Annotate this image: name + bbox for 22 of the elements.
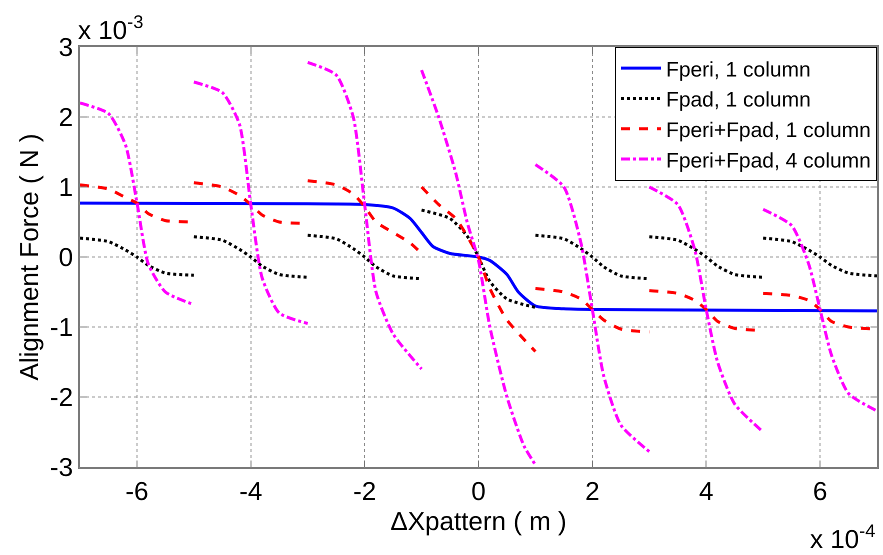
text: x 10$^{-4}$	[810, 521, 876, 554]
x-tick-label: -2	[353, 476, 376, 506]
y-tick-label: -3	[50, 452, 74, 482]
x-tick-label: 6	[812, 476, 828, 506]
legend-label: Fperi+Fpad, 4 column	[666, 149, 871, 172]
x-tick-label: 0	[471, 476, 486, 506]
y-tick-label: -1	[50, 312, 74, 342]
x-tick-label: 4	[698, 476, 714, 506]
text: x 10$^{-3}$	[78, 12, 144, 45]
y-tick-label: 2	[58, 102, 74, 132]
y-axis-title: Alignment Force ( N )	[14, 133, 44, 381]
x-axis-title: ΔXpattern ( m )	[390, 506, 567, 536]
y-tick-label: 1	[58, 172, 74, 202]
y-tick-label: 3	[58, 32, 74, 62]
legend-label: Fpad, 1 column	[666, 88, 811, 112]
x-tick-label: -6	[125, 476, 148, 506]
x-tick-label: 2	[585, 476, 600, 506]
y-tick-label: 0	[58, 242, 74, 272]
y-tick-label: -2	[50, 382, 74, 412]
legend-label: Fperi, 1 column	[666, 58, 811, 82]
legend-label: Fperi+Fpad, 1 column	[666, 118, 871, 142]
x-tick-label: -4	[239, 476, 262, 506]
